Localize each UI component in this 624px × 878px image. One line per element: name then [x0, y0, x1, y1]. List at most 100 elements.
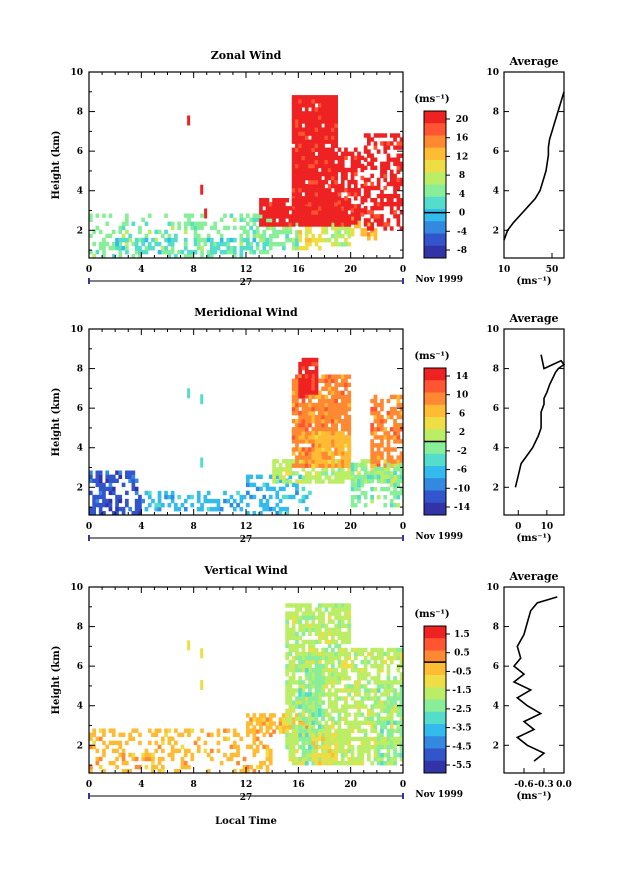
heatmap-cell: [259, 764, 263, 770]
heatmap-cell: [311, 615, 316, 620]
heatmap-cell: [285, 603, 289, 608]
heatmap-cell: [324, 175, 329, 181]
heatmap-cell: [350, 212, 355, 217]
heatmap-cell: [301, 155, 306, 161]
heatmap-cell: [337, 607, 342, 612]
heatmap-cell: [95, 213, 100, 218]
heatmap-cell: [301, 206, 306, 211]
heatmap-cell: [314, 443, 319, 448]
heatmap-cell: [396, 712, 401, 717]
heatmap-cell: [347, 398, 352, 404]
heatmap-cell: [360, 672, 365, 677]
heatmap-cell: [376, 193, 381, 199]
heatmap-cell: [311, 143, 316, 148]
heatmap-cell: [399, 423, 404, 428]
heatmap-cell: [308, 475, 312, 480]
heatmap-cell: [187, 250, 191, 255]
heatmap-cell: [301, 736, 306, 742]
heatmap-cell: [249, 241, 253, 247]
heatmap-cell: [288, 222, 293, 227]
heatmap-cell: [200, 507, 204, 512]
heatmap-cell: [282, 459, 286, 464]
heatmap-cell: [340, 623, 345, 628]
heatmap-cell: [134, 237, 139, 243]
heatmap-cell: [383, 459, 388, 464]
heatmap-cell: [318, 159, 322, 165]
heatmap-cell: [344, 651, 348, 657]
heatmap-cell: [373, 406, 378, 412]
heatmap-cell: [308, 668, 312, 673]
heatmap-cell: [121, 482, 126, 488]
heatmap-cell: [187, 640, 191, 651]
heatmap-cell: [321, 732, 325, 738]
heatmap-cell: [311, 684, 316, 689]
heatmap-cell: [393, 133, 397, 138]
heatmap-cell: [308, 184, 312, 189]
heatmap-cell: [301, 180, 306, 185]
heatmap-cell: [301, 696, 306, 701]
heatmap-cell: [308, 361, 312, 367]
heatmap-cell: [340, 171, 345, 177]
heatmap-cell: [285, 635, 289, 641]
heatmap-cell: [389, 757, 394, 762]
heatmap-cell: [350, 503, 355, 508]
heatmap-cell: [314, 623, 319, 628]
heatmap-cell: [399, 161, 404, 166]
heatmap-cell: [344, 200, 348, 205]
heatmap-cell: [285, 210, 289, 215]
heatmap-cell: [154, 237, 159, 243]
heatmap-cell: [295, 490, 299, 496]
heatmap-cell: [367, 748, 371, 754]
heatmap-cell: [331, 603, 335, 608]
y-tick-label: 6: [77, 147, 83, 157]
heatmap-cell: [151, 732, 155, 737]
heatmap-cell: [396, 668, 401, 673]
heatmap-cell: [144, 756, 149, 762]
heatmap-cell: [314, 188, 319, 193]
heatmap-cell: [288, 214, 293, 219]
heatmap-cell: [213, 246, 217, 251]
heatmap-cell: [389, 708, 394, 713]
heatmap-cell: [246, 721, 250, 726]
heatmap-cell: [311, 99, 316, 104]
heatmap-cell: [288, 748, 293, 754]
heatmap-cell: [344, 382, 348, 387]
heatmap-cell: [265, 502, 270, 508]
heatmap-cell: [389, 503, 394, 508]
heatmap-cell: [327, 402, 332, 408]
heatmap-cell: [301, 615, 306, 620]
heatmap-cell: [131, 470, 136, 475]
heatmap-cell: [370, 153, 374, 158]
heatmap-cell: [370, 210, 374, 215]
heatmap-cell: [393, 466, 397, 472]
heatmap-cell: [373, 720, 378, 725]
heatmap-cell: [174, 728, 178, 733]
heatmap-cell: [272, 198, 276, 203]
heatmap-cell: [383, 447, 388, 452]
heatmap-cell: [200, 225, 204, 231]
heatmap-cell: [324, 202, 329, 207]
heatmap-cell: [350, 647, 355, 653]
heatmap-cell: [121, 769, 126, 774]
heatmap-cell: [380, 664, 384, 669]
colorbar-frame: [423, 625, 447, 774]
heatmap-cell: [314, 475, 319, 480]
heatmap-cell: [363, 696, 368, 701]
heatmap-cell: [141, 249, 145, 255]
heatmap-cell: [268, 732, 273, 737]
heatmap-cell: [383, 226, 388, 231]
heatmap-cell: [389, 169, 394, 174]
heatmap-cell: [285, 680, 289, 685]
heatmap-cell: [324, 394, 329, 400]
heatmap-cell: [318, 696, 322, 701]
heatmap-cell: [275, 502, 280, 508]
heatmap-cell: [111, 728, 116, 733]
colorbar-swatch: [424, 221, 446, 234]
heatmap-cell: [314, 655, 319, 661]
heatmap-cell: [301, 398, 306, 404]
heatmap-cell: [380, 419, 384, 424]
heatmap-cell: [183, 237, 188, 243]
heatmap-cell: [288, 708, 293, 713]
heatmap-cell: [370, 173, 374, 179]
heatmap-cell: [298, 147, 302, 152]
